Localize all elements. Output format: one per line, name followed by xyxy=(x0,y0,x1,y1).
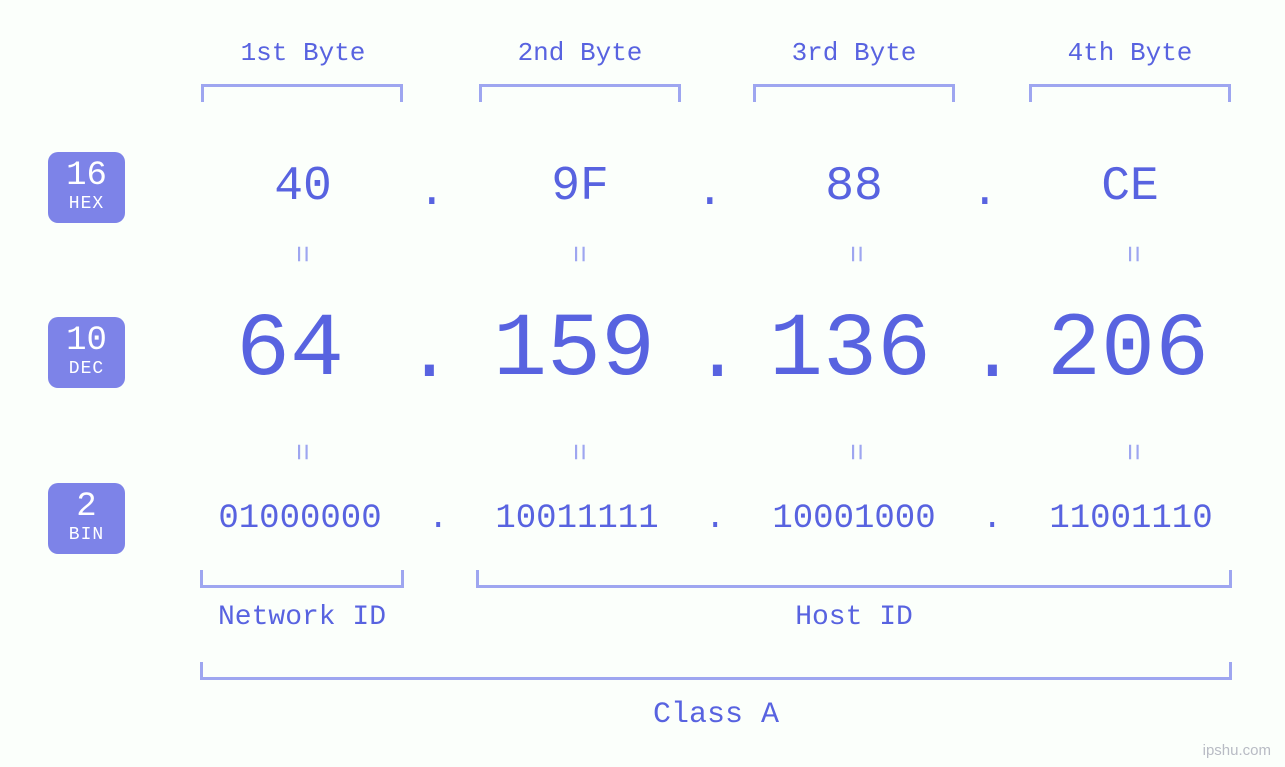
class-bracket xyxy=(200,662,1232,680)
bin-dot-2: . xyxy=(705,500,725,538)
dec-byte-2: 159 xyxy=(454,300,694,402)
byte-label-3: 3rd Byte xyxy=(753,38,955,68)
hex-dot-3: . xyxy=(971,166,991,218)
eq-hd-4: = xyxy=(1114,244,1148,264)
dec-byte-4: 206 xyxy=(1008,300,1248,402)
eq-hd-2: = xyxy=(560,244,594,264)
host-id-label: Host ID xyxy=(734,602,974,633)
hex-dot-2: . xyxy=(696,166,716,218)
hex-byte-3: 88 xyxy=(753,160,955,214)
eq-db-3: = xyxy=(837,442,871,462)
dec-dot-3: . xyxy=(969,312,999,400)
host-bracket xyxy=(476,570,1232,588)
eq-hd-3: = xyxy=(837,244,871,264)
bin-byte-3: 10001000 xyxy=(734,500,974,538)
dec-dot-2: . xyxy=(694,312,724,400)
dec-byte-3: 136 xyxy=(730,300,970,402)
byte-label-1: 1st Byte xyxy=(202,38,404,68)
hex-byte-4: CE xyxy=(1029,160,1231,214)
bin-byte-4: 11001110 xyxy=(1011,500,1251,538)
watermark: ipshu.com xyxy=(1203,742,1271,759)
hex-byte-1: 40 xyxy=(202,160,404,214)
dec-byte-1: 64 xyxy=(190,300,390,402)
badge-bin-num: 2 xyxy=(48,489,125,526)
network-id-label: Network ID xyxy=(182,602,422,633)
badge-bin-label: BIN xyxy=(48,526,125,546)
badge-dec-num: 10 xyxy=(48,323,125,360)
byte-label-2: 2nd Byte xyxy=(479,38,681,68)
byte-bracket-4 xyxy=(1029,84,1231,102)
bin-dot-1: . xyxy=(428,500,448,538)
byte-bracket-1 xyxy=(201,84,403,102)
badge-dec: 10 DEC xyxy=(48,317,125,388)
hex-dot-1: . xyxy=(418,166,438,218)
byte-bracket-3 xyxy=(753,84,955,102)
eq-db-4: = xyxy=(1114,442,1148,462)
badge-dec-label: DEC xyxy=(48,360,125,380)
badge-bin: 2 BIN xyxy=(48,483,125,554)
hex-byte-2: 9F xyxy=(479,160,681,214)
eq-hd-1: = xyxy=(283,244,317,264)
byte-label-4: 4th Byte xyxy=(1029,38,1231,68)
bin-byte-2: 10011111 xyxy=(457,500,697,538)
bin-byte-1: 01000000 xyxy=(180,500,420,538)
dec-dot-1: . xyxy=(406,312,436,400)
class-label: Class A xyxy=(596,698,836,732)
byte-bracket-2 xyxy=(479,84,681,102)
badge-hex-label: HEX xyxy=(48,195,125,215)
network-bracket xyxy=(200,570,404,588)
badge-hex-num: 16 xyxy=(48,158,125,195)
eq-db-2: = xyxy=(560,442,594,462)
badge-hex: 16 HEX xyxy=(48,152,125,223)
bin-dot-3: . xyxy=(982,500,1002,538)
eq-db-1: = xyxy=(283,442,317,462)
